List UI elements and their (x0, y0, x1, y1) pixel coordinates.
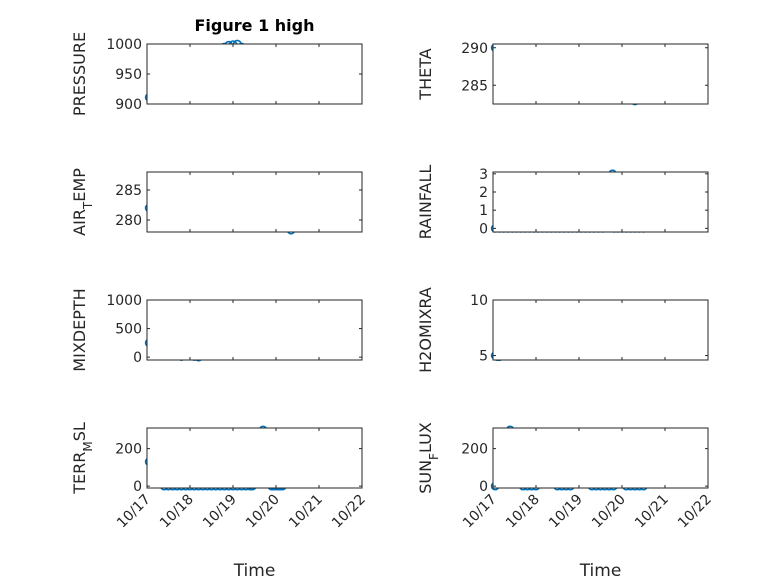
y-tick-label: 900 (115, 97, 142, 113)
y-tick-label: 500 (115, 322, 142, 338)
axis-frame (146, 427, 363, 489)
y-tick-label: 280 (115, 213, 142, 229)
y-tick-label: 0 (479, 221, 488, 237)
axis-frame (146, 299, 363, 361)
y-tick-label: 200 (461, 442, 488, 458)
y-axis-label: THETA (416, 48, 435, 100)
y-axis-label: H2OMIXRA (416, 287, 435, 373)
axis-frame (492, 427, 709, 489)
y-tick-label: 285 (461, 78, 488, 94)
y-axis-label: AIRTEMP (70, 168, 95, 236)
axis-frame (146, 43, 363, 105)
y-tick-label: 950 (115, 67, 142, 83)
y-tick-label: 3 (479, 167, 488, 183)
axis-frame (146, 171, 363, 233)
y-tick-label: 1000 (106, 37, 142, 53)
y-axis-label-base: TERR (70, 452, 89, 495)
subplot-4: 0 1 2 3 RAINFALL (416, 165, 709, 240)
y-axis-label-rest: LUX (416, 422, 435, 453)
axis-frame (492, 43, 709, 105)
subplot-3: 280 285 AIRTEMP (70, 168, 363, 236)
subplot-5: 0 500 1000 MIXDEPTH (70, 288, 363, 372)
axis-frame (492, 171, 709, 233)
y-tick-label: 2 (479, 185, 488, 201)
y-axis-label-subscript: T (81, 201, 95, 210)
subplot-2: 285 290 THETA (416, 41, 709, 106)
y-axis-label: MIXDEPTH (70, 288, 89, 371)
subplot-6: 5 10 H2OMIXRA (416, 287, 709, 373)
y-axis-label: TERRMSL (70, 422, 95, 495)
y-tick-label: 285 (115, 183, 142, 199)
y-axis-label-base: AIR (70, 209, 89, 236)
subplot-1: 900 950 1000 PRESSURE Figure 1 high (70, 16, 363, 116)
y-tick-label: 10 (470, 293, 488, 309)
y-tick-label: 0 (133, 479, 142, 495)
y-axis-label-rest: SL (70, 422, 89, 441)
y-axis-label: PRESSURE (70, 32, 89, 116)
y-axis-label-base: SUN (416, 460, 435, 494)
x-axis-label: Time (579, 561, 622, 581)
y-axis-label: RAINFALL (416, 165, 435, 240)
axis-frame (492, 299, 709, 361)
y-axis-label: SUNFLUX (416, 422, 441, 494)
y-tick-label: 0 (133, 350, 142, 366)
y-tick-label: 1000 (106, 293, 142, 309)
y-tick-label: 200 (115, 442, 142, 458)
y-tick-label: 290 (461, 41, 488, 57)
chart-title: Figure 1 high (195, 16, 315, 35)
y-axis-label-subscript: M (81, 441, 95, 451)
y-tick-label: 0 (479, 479, 488, 495)
x-axis-label: Time (233, 561, 276, 581)
y-axis-label-rest: EMP (70, 168, 89, 202)
y-axis-label-subscript: F (427, 453, 441, 460)
y-tick-label: 5 (479, 349, 488, 365)
y-tick-label: 1 (479, 203, 488, 219)
